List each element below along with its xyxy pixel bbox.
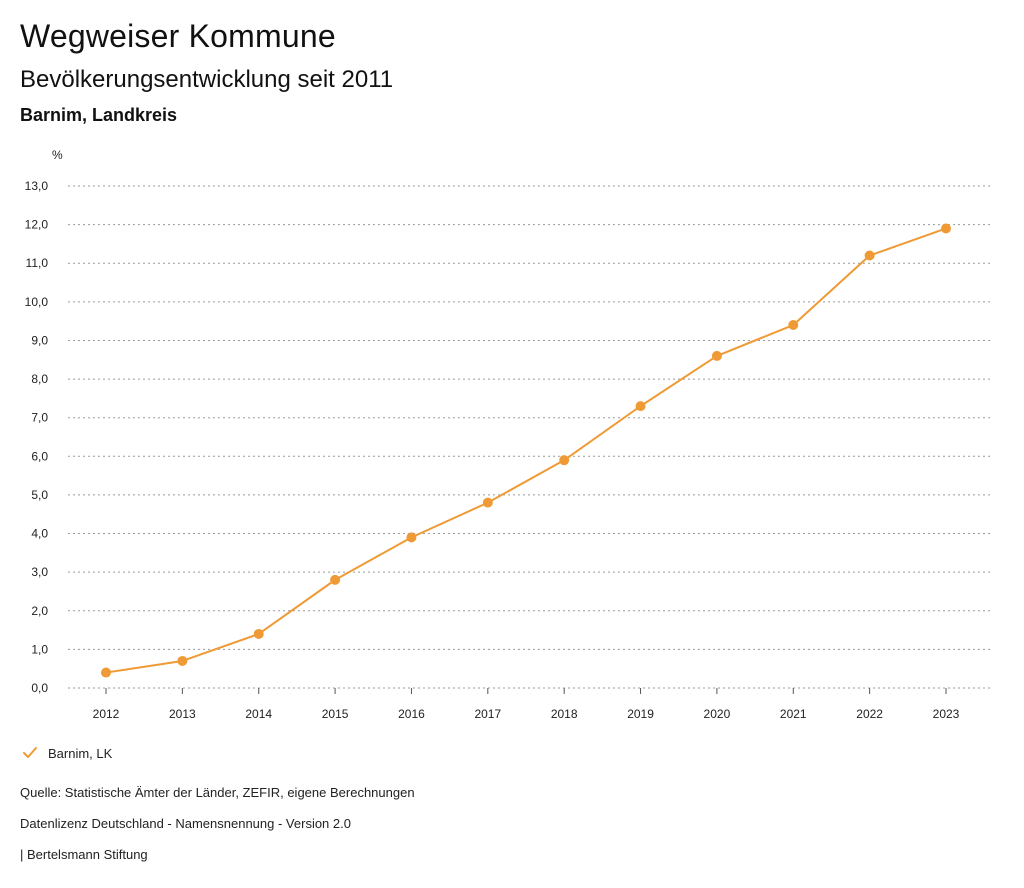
x-tick-label: 2021	[780, 707, 807, 721]
license-note: Datenlizenz Deutschland - Namensnennung …	[20, 816, 351, 831]
data-point[interactable]	[788, 320, 799, 331]
y-tick-label: 2,0	[31, 604, 48, 618]
grid-lines	[68, 185, 990, 689]
legend-item-barnim[interactable]: Barnim, LK	[22, 745, 112, 761]
x-tick-label: 2022	[856, 707, 883, 721]
data-point[interactable]	[482, 497, 493, 508]
x-tick-label: 2013	[169, 707, 196, 721]
x-tick-label: 2012	[93, 707, 120, 721]
publisher-note: | Bertelsmann Stiftung	[20, 847, 148, 862]
source-note: Quelle: Statistische Ämter der Länder, Z…	[20, 785, 415, 800]
chart-subtitle: Bevölkerungsentwicklung seit 2011	[20, 66, 394, 93]
x-tick-label: 2020	[704, 707, 731, 721]
series-line	[105, 227, 947, 674]
y-tick-label: 6,0	[31, 449, 48, 463]
y-tick-label: 13,0	[25, 179, 49, 193]
data-point[interactable]	[864, 250, 875, 261]
check-icon	[23, 747, 37, 758]
page-title: Wegweiser Kommune	[20, 18, 336, 54]
data-point[interactable]	[177, 655, 188, 666]
y-axis-unit-label: %	[52, 148, 63, 162]
x-tick-label: 2015	[322, 707, 349, 721]
y-tick-label: 11,0	[26, 256, 49, 270]
data-point[interactable]	[253, 628, 264, 639]
x-tick-label: 2019	[627, 707, 654, 721]
y-tick-label: 9,0	[31, 333, 48, 347]
y-tick-label: 4,0	[31, 527, 48, 541]
data-point[interactable]	[635, 401, 646, 412]
y-tick-label: 12,0	[25, 218, 49, 232]
y-tick-label: 3,0	[31, 565, 48, 579]
y-tick-label: 5,0	[31, 488, 48, 502]
y-tick-label: 7,0	[31, 411, 48, 425]
y-tick-label: 8,0	[31, 372, 48, 386]
y-tick-label: 1,0	[31, 642, 48, 656]
region-name: Barnim, Landkreis	[20, 105, 178, 125]
x-axis-ticks: 2012 2013 2014 2015 2016 2017 2018 2019 2020 2021…	[93, 688, 960, 721]
series-layer	[101, 223, 951, 678]
data-point[interactable]	[330, 574, 341, 585]
x-tick-label: 2023	[933, 707, 960, 721]
data-point[interactable]	[941, 223, 951, 234]
y-tick-label: 10,0	[25, 295, 49, 309]
legend-label: Barnim, LK	[48, 745, 113, 761]
y-tick-label: 0,0	[31, 681, 48, 695]
line-chart: % 0,0 1,0 2,0 3,0 4,0 5,0 6,0 7,0 8,0 9,0 10,0 11,0…	[25, 148, 990, 721]
data-point[interactable]	[711, 350, 722, 361]
data-point[interactable]	[101, 667, 111, 678]
x-tick-label: 2016	[398, 707, 425, 721]
x-tick-label: 2014	[245, 707, 272, 721]
data-point[interactable]	[559, 455, 570, 466]
y-axis-ticks: 0,0 1,0 2,0 3,0 4,0 5,0 6,0 7,0 8,0 9,0 10,0 11,0 12…	[25, 179, 49, 695]
data-point[interactable]	[406, 532, 417, 543]
x-tick-label: 2017	[474, 707, 501, 721]
x-tick-label: 2018	[551, 707, 578, 721]
